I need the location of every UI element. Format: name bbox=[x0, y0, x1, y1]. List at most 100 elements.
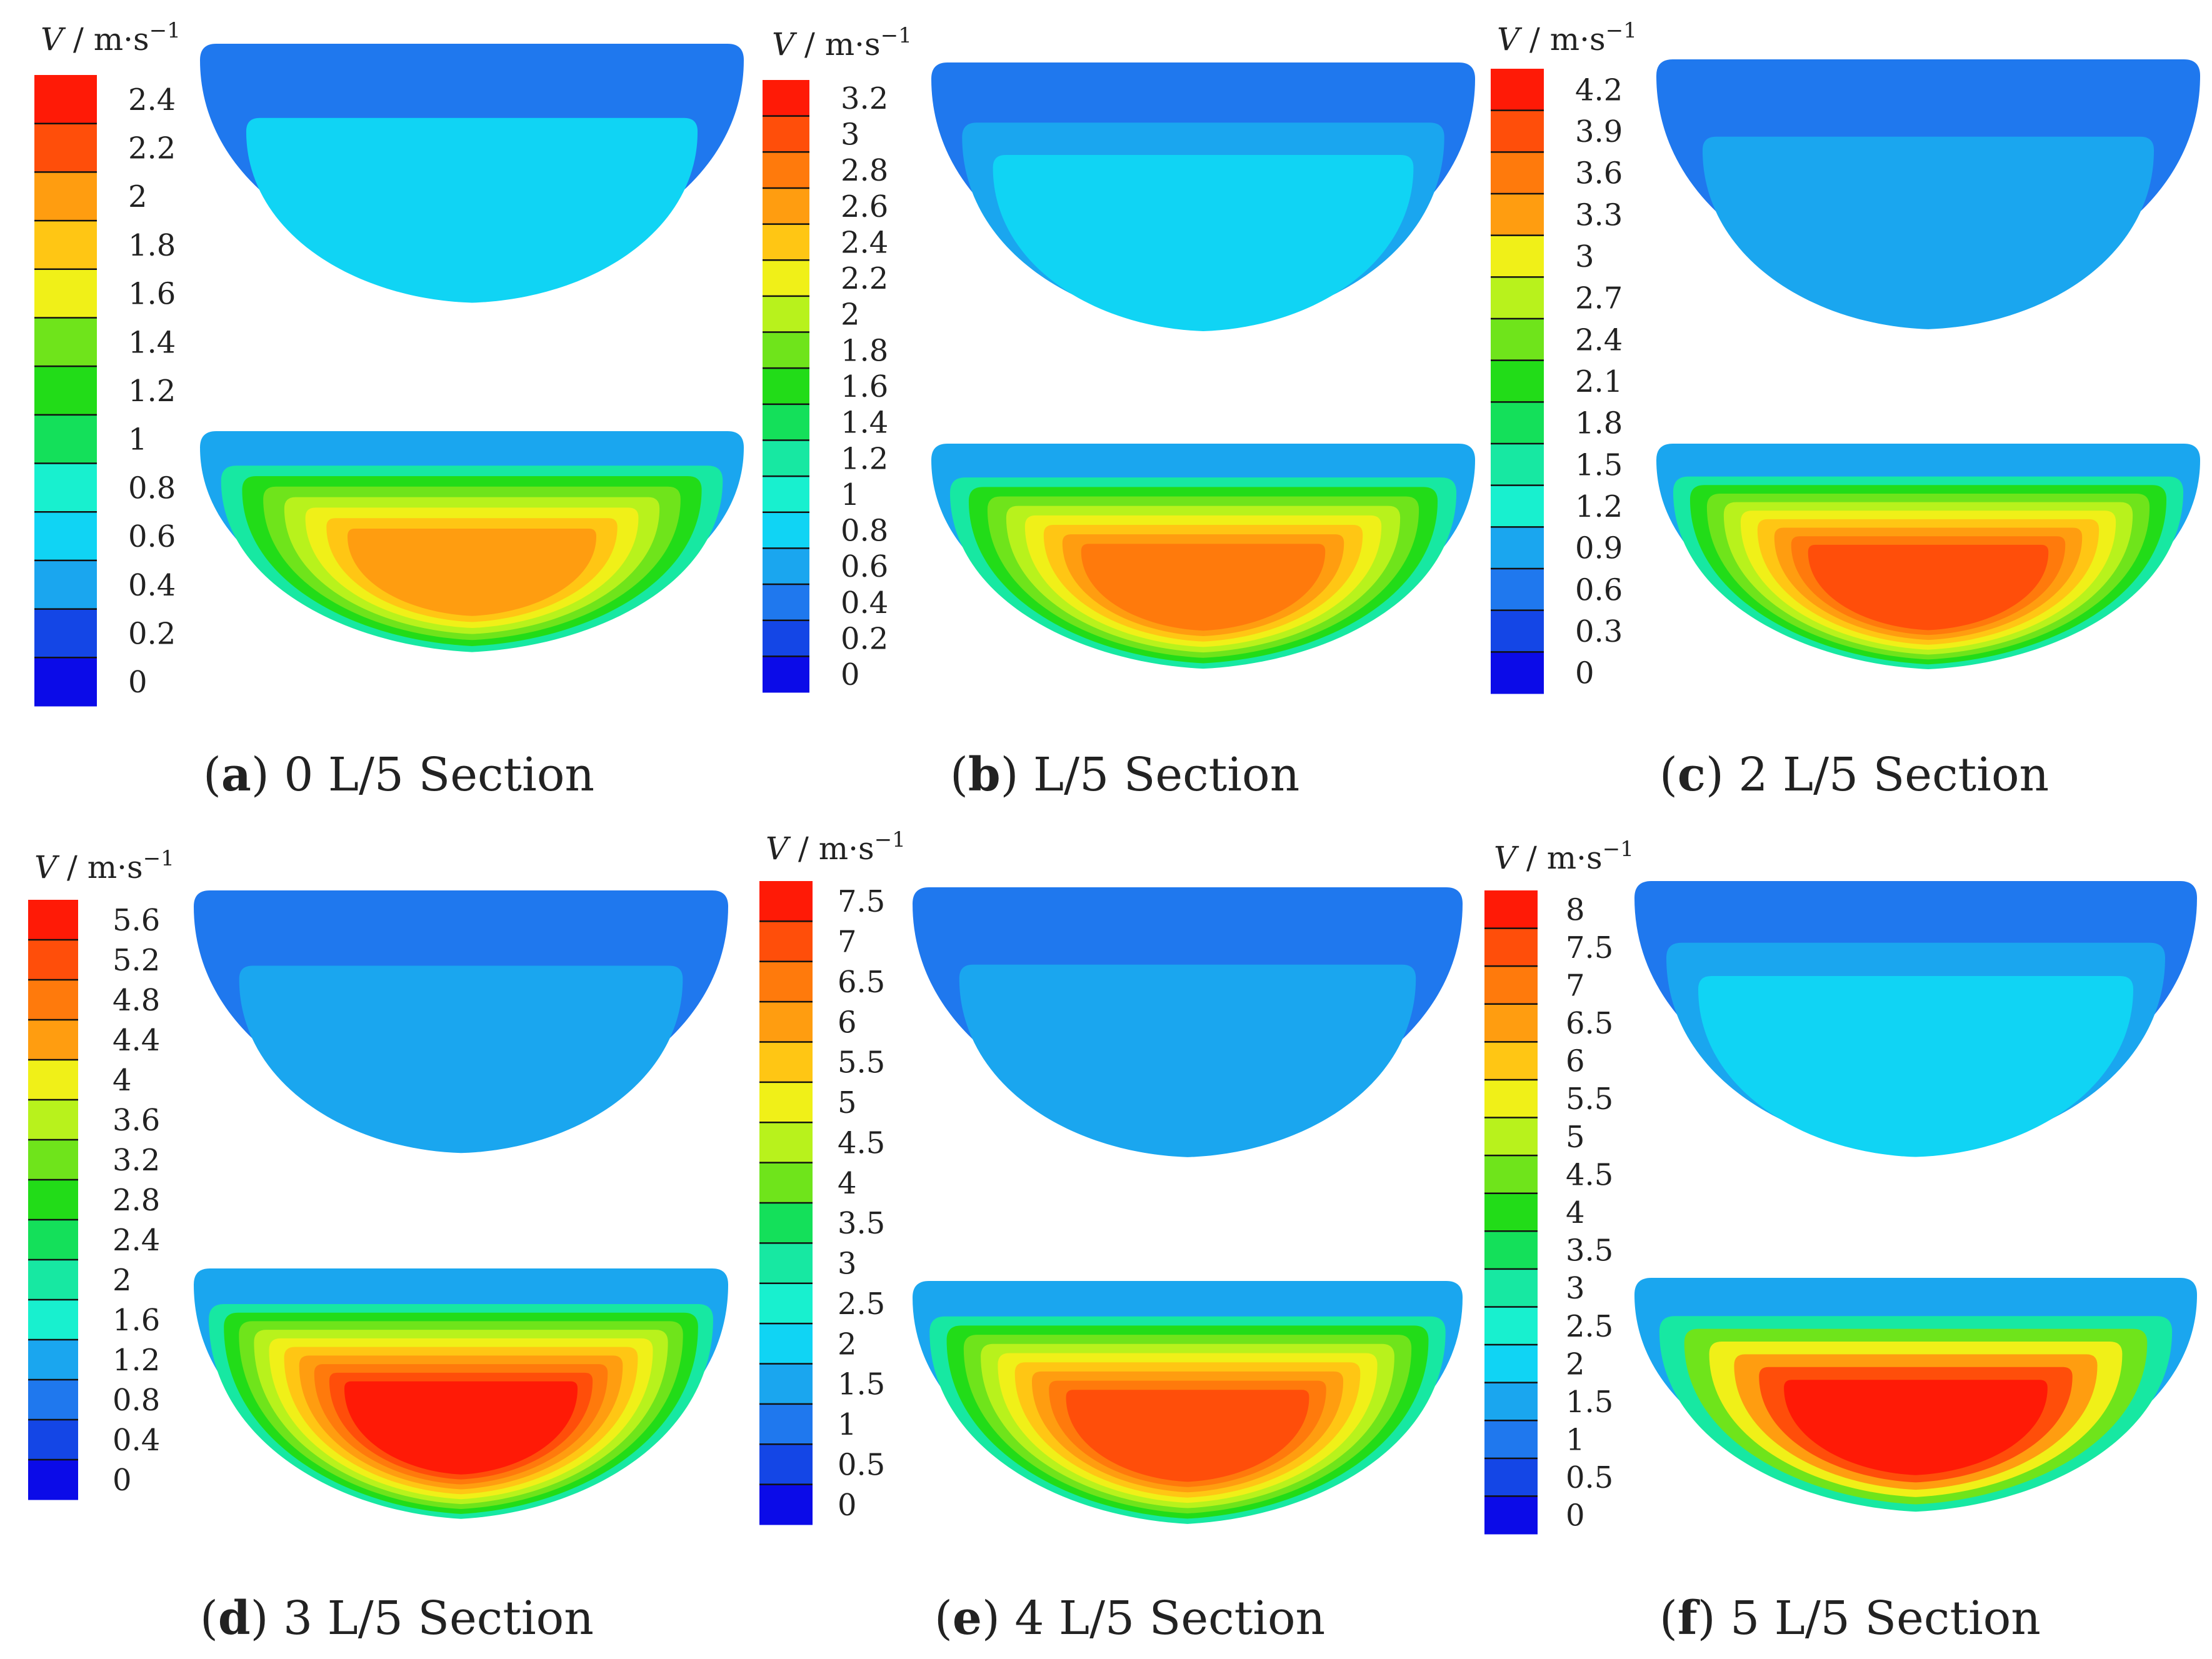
unit-label: V / m·s−1 bbox=[766, 827, 906, 867]
upper-section-contours bbox=[1656, 59, 2200, 329]
lower-section-contours bbox=[931, 444, 1475, 669]
colorbar-tick-label: 2 bbox=[113, 1263, 132, 1298]
colorbar-tick-label: 0.4 bbox=[113, 1423, 160, 1458]
colorbar-tick-label: 1.4 bbox=[128, 325, 176, 360]
colorbar: 0 0.4 0.8 1.2 1.6 2 2.4 2.8 3.2 3.6 4 4.4 4.8 5.2 5.6 bbox=[28, 900, 160, 1500]
caption-paren-open: ( bbox=[1659, 1592, 1678, 1645]
upper-section-contours bbox=[931, 62, 1475, 331]
colorbar-segment bbox=[1491, 444, 1544, 486]
colorbar-segment bbox=[1491, 402, 1544, 444]
colorbar-tick-label: 6 bbox=[838, 1005, 857, 1040]
panel-caption: (a) 0 L/5 Section bbox=[203, 748, 594, 802]
colorbar-tick-label: 1.5 bbox=[1575, 447, 1623, 482]
contour-band bbox=[239, 965, 683, 1153]
unit-label: V / m·s−1 bbox=[1494, 837, 1634, 876]
unit-label: V / m·s−1 bbox=[1497, 18, 1637, 57]
colorbar-segment bbox=[34, 512, 97, 561]
colorbar-tick-label: 2.8 bbox=[113, 1183, 160, 1218]
caption-paren-close: ) bbox=[1001, 748, 1019, 802]
caption-text: 5 L/5 Section bbox=[1716, 1592, 2041, 1645]
colorbar-segment bbox=[763, 332, 809, 369]
colorbar-tick-label: 4 bbox=[1566, 1195, 1585, 1230]
colorbar-tick-label: 1.2 bbox=[841, 441, 888, 476]
colorbar-segment bbox=[28, 1020, 78, 1060]
colorbar-segment bbox=[28, 1100, 78, 1140]
caption-paren-open: ( bbox=[1659, 748, 1678, 802]
colorbar-tick-label: 0.2 bbox=[841, 622, 888, 657]
colorbar-tick-label: 2.2 bbox=[841, 261, 888, 296]
colorbar-tick-label: 8 bbox=[1566, 892, 1585, 927]
colorbar-segment bbox=[1484, 928, 1538, 967]
colorbar-tick-label: 0.8 bbox=[113, 1383, 160, 1418]
colorbar-segment bbox=[763, 512, 809, 549]
colorbar-tick-label: 1.6 bbox=[128, 277, 176, 312]
panel-a: V / m·s−1 0 0.2 0.4 0.6 0.8 1 1.2 1.4 1.6 1.8 2 2.2 2… bbox=[34, 18, 594, 802]
colorbar-segment bbox=[1484, 1420, 1538, 1459]
colorbar-segment bbox=[34, 317, 97, 367]
colorbar-segment bbox=[763, 224, 809, 261]
contour-band bbox=[1081, 544, 1326, 631]
contour-band bbox=[1784, 1380, 2048, 1475]
unit-exponent: −1 bbox=[874, 827, 906, 852]
caption-paren-open: ( bbox=[203, 748, 221, 802]
colorbar-tick-label: 4 bbox=[113, 1063, 132, 1098]
colorbar-tick-label: 2.7 bbox=[1575, 281, 1623, 316]
unit-label: V / m·s−1 bbox=[34, 846, 174, 885]
colorbar-tick-label: 1 bbox=[838, 1407, 857, 1442]
caption-paren-open: ( bbox=[200, 1592, 218, 1645]
unit-symbol: V bbox=[41, 21, 66, 57]
lower-section-contours bbox=[200, 431, 744, 652]
colorbar-tick-label: 0 bbox=[1575, 656, 1594, 691]
colorbar-segment bbox=[763, 440, 809, 477]
colorbar-tick-label: 4.5 bbox=[838, 1125, 885, 1160]
colorbar-tick-label: 1 bbox=[841, 477, 860, 512]
colorbar-segment bbox=[1491, 319, 1544, 361]
panel-caption: (d) 3 L/5 Section bbox=[200, 1592, 594, 1645]
contour-band bbox=[347, 529, 597, 616]
colorbar-segment bbox=[759, 1243, 813, 1284]
colorbar-tick-label: 1.2 bbox=[1575, 489, 1623, 524]
colorbar-tick-label: 1.2 bbox=[128, 374, 176, 409]
colorbar-segment bbox=[28, 1300, 78, 1340]
colorbar-segment bbox=[34, 172, 97, 221]
colorbar-tick-label: 5.6 bbox=[113, 903, 160, 938]
caption-paren-open: ( bbox=[950, 748, 968, 802]
colorbar-tick-label: 4.5 bbox=[1566, 1157, 1613, 1192]
caption-letter: c bbox=[1678, 748, 1706, 802]
colorbar: 0 0.3 0.6 0.9 1.2 1.5 1.8 2.1 2.4 2.7 3 3.3 3.6 3.9 4.… bbox=[1491, 69, 1623, 694]
colorbar-tick-label: 2.2 bbox=[128, 131, 176, 166]
caption-paren-open: ( bbox=[934, 1592, 953, 1645]
colorbar-segment bbox=[763, 187, 809, 225]
upper-section-contours bbox=[194, 890, 728, 1153]
colorbar-segment bbox=[1484, 1458, 1538, 1497]
colorbar-segment bbox=[763, 260, 809, 297]
colorbar-segment bbox=[28, 900, 78, 940]
colorbar-segment bbox=[759, 1323, 813, 1364]
colorbar-segment bbox=[34, 269, 97, 318]
colorbar-segment bbox=[1484, 1042, 1538, 1080]
colorbar-tick-label: 1.6 bbox=[113, 1303, 160, 1338]
colorbar-tick-label: 0.6 bbox=[841, 549, 888, 584]
caption-text: 0 L/5 Section bbox=[269, 748, 594, 802]
colorbar-segment bbox=[1491, 194, 1544, 236]
colorbar-segment bbox=[1491, 277, 1544, 319]
panel-caption: (f) 5 L/5 Section bbox=[1659, 1592, 2041, 1645]
caption-paren-close: ) bbox=[251, 1592, 269, 1645]
colorbar-tick-label: 1.5 bbox=[838, 1367, 885, 1402]
unit-text: / m·s bbox=[1516, 840, 1603, 876]
colorbar-segment bbox=[763, 476, 809, 513]
colorbar-tick-label: 3 bbox=[1575, 239, 1594, 274]
colorbar-segment bbox=[759, 1002, 813, 1042]
colorbar-tick-label: 2.4 bbox=[113, 1223, 160, 1258]
unit-exponent: −1 bbox=[143, 846, 174, 871]
colorbar-tick-label: 2 bbox=[838, 1327, 857, 1362]
lower-section-contours bbox=[194, 1268, 728, 1519]
colorbar-segment bbox=[763, 584, 809, 621]
colorbar-segment bbox=[1491, 652, 1544, 694]
colorbar-tick-label: 7.5 bbox=[1566, 930, 1613, 965]
contour-band bbox=[344, 1381, 578, 1475]
colorbar-segment bbox=[759, 1203, 813, 1243]
colorbar-segment bbox=[1484, 1307, 1538, 1345]
colorbar-segment bbox=[763, 548, 809, 585]
colorbar-segment bbox=[1484, 890, 1538, 929]
